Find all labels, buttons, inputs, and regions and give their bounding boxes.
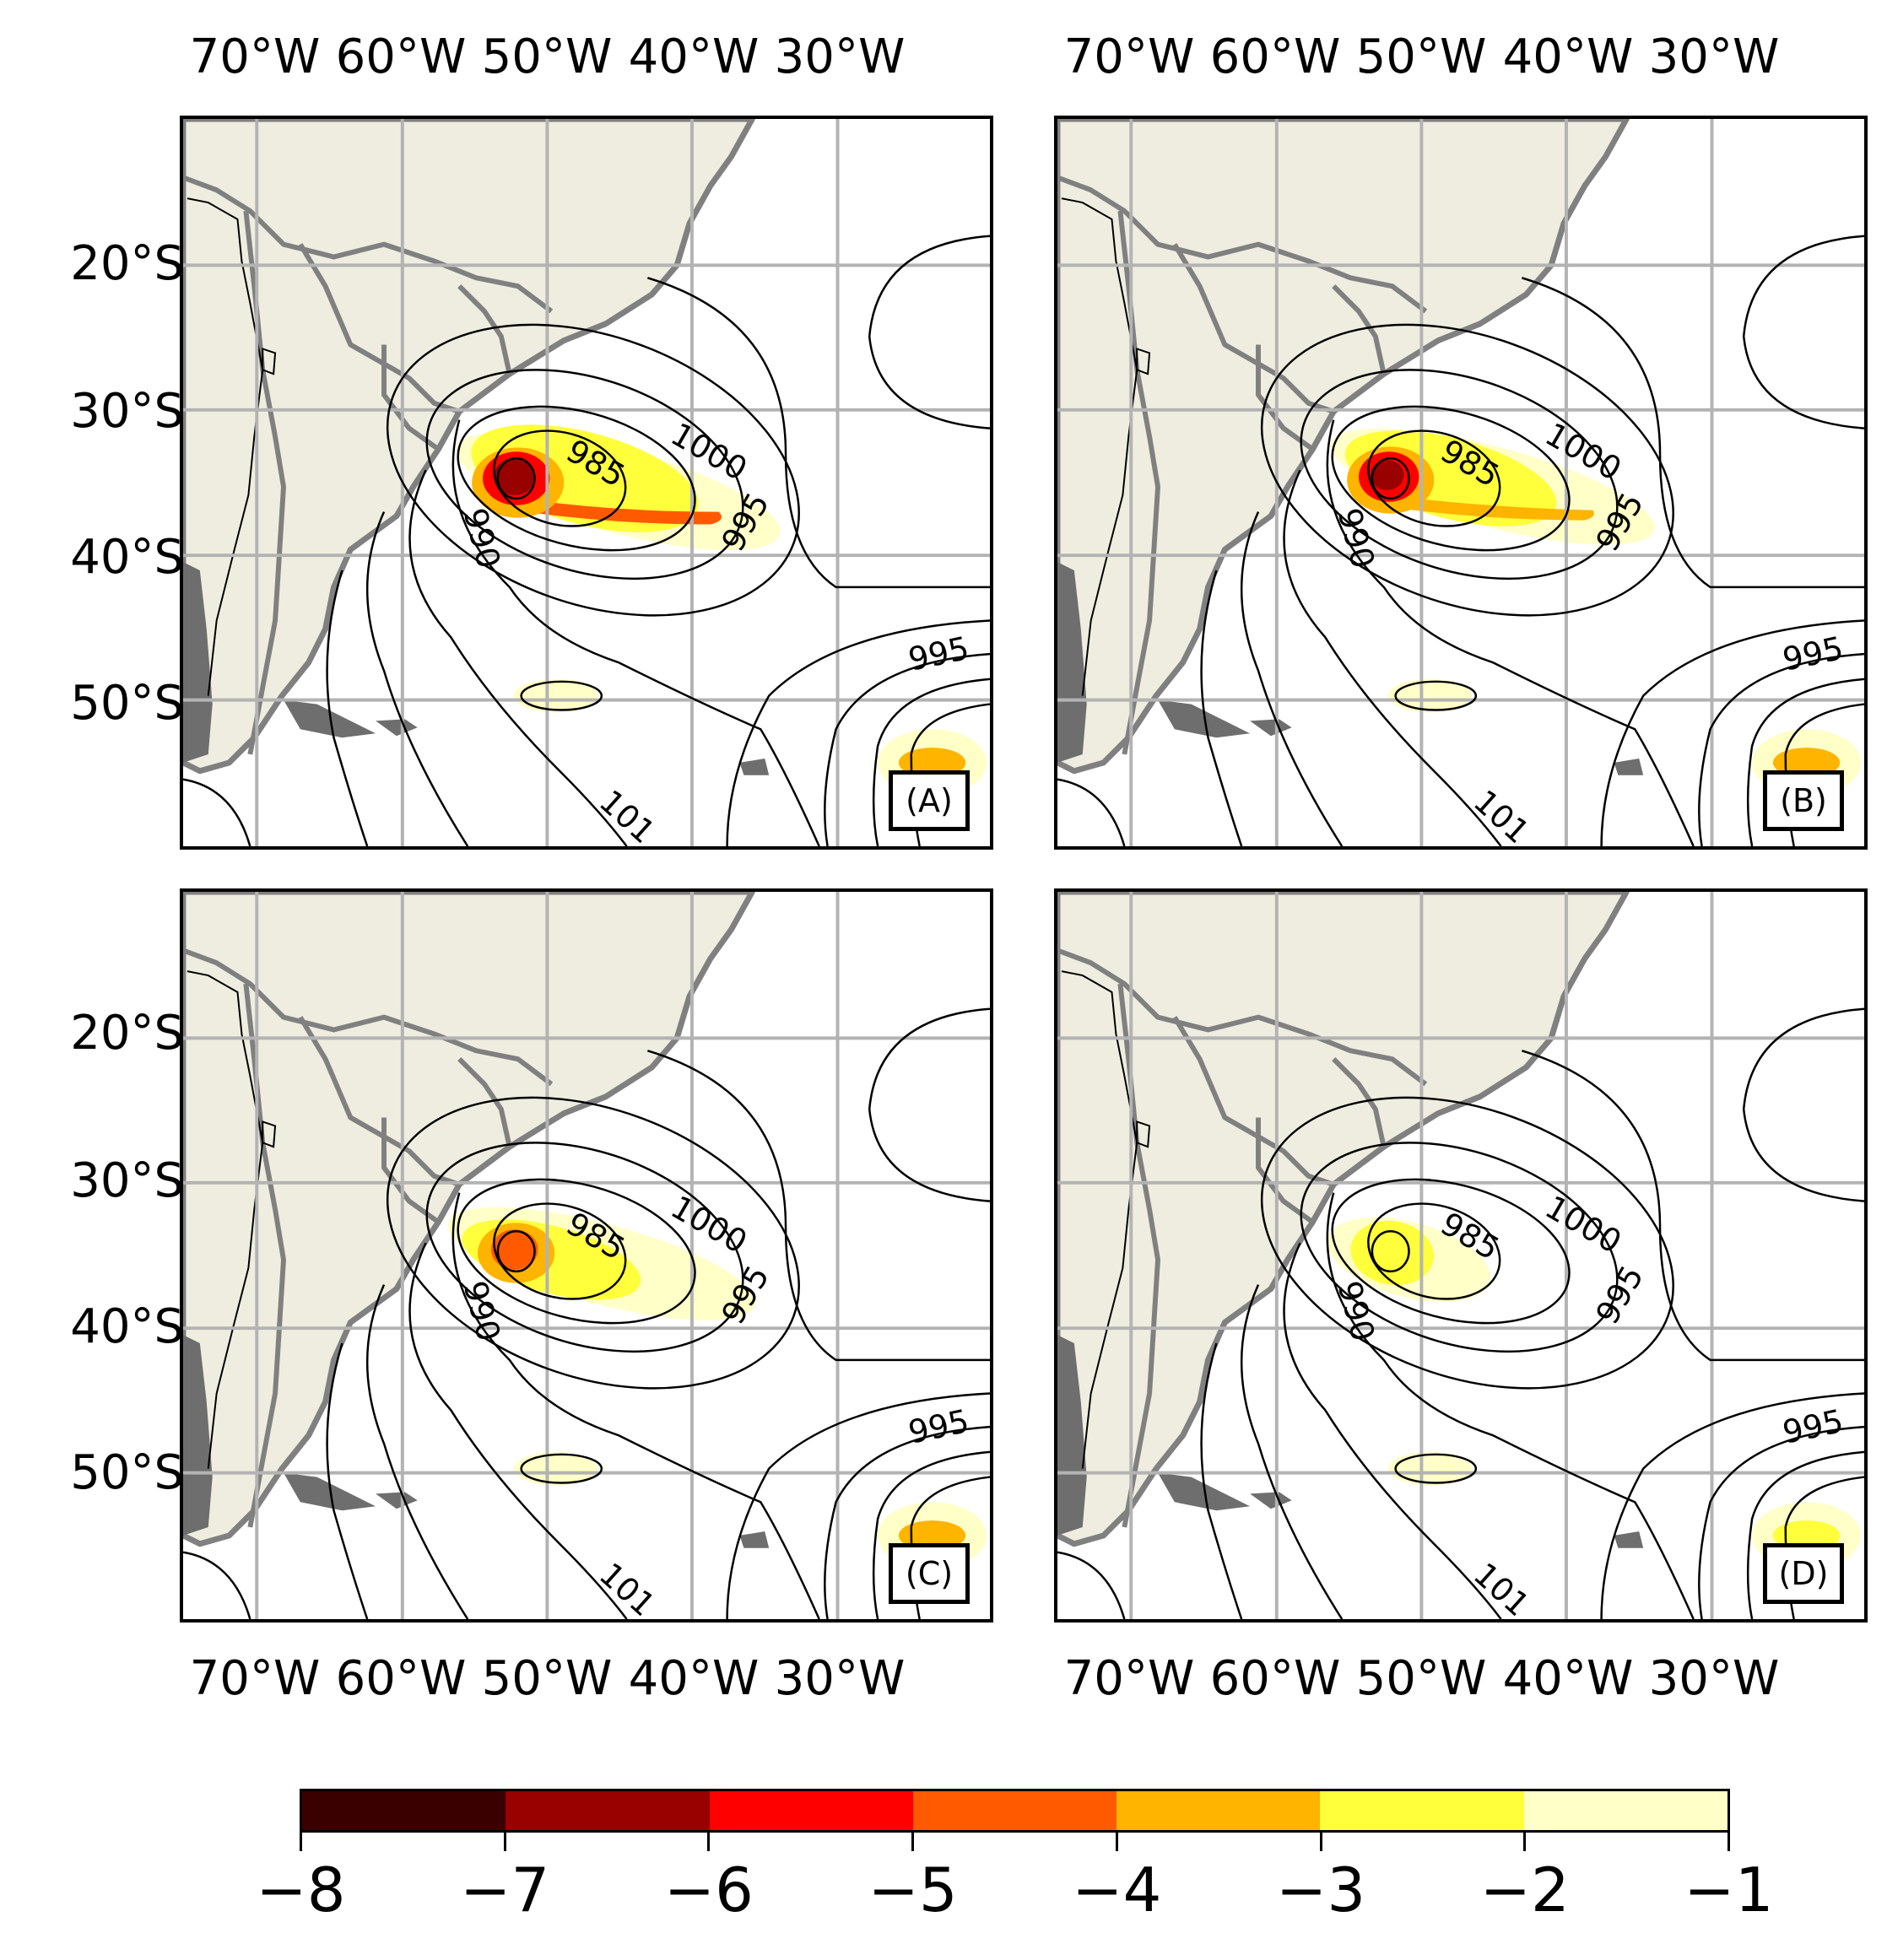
panel-tag: (C) <box>889 1543 970 1604</box>
colorbar-bin <box>1320 1791 1524 1830</box>
anomaly-shading <box>1330 429 1862 796</box>
contour-label-1000: 1000 <box>1539 1188 1628 1261</box>
lon-label: 60°W <box>335 1651 467 1706</box>
lon-label: 70°W <box>189 1651 321 1706</box>
colorbar-tick-label: −7 <box>460 1855 550 1925</box>
lon-label: 30°W <box>774 1651 906 1706</box>
map-panel-a: 1000 985 990 995 995 101 (A) <box>180 116 993 850</box>
lon-label: 70°W <box>189 30 321 84</box>
colorbar-bin <box>302 1791 506 1830</box>
lon-label: 40°W <box>628 30 760 84</box>
colorbar-bin <box>1523 1791 1727 1830</box>
andes-dark <box>1057 1335 1087 1536</box>
contour-label-101: 101 <box>1467 782 1537 846</box>
lon-label: 50°W <box>481 1651 613 1706</box>
colorbar-tick-label: −8 <box>256 1855 346 1925</box>
anomaly-shading <box>456 424 987 796</box>
colorbar-tick <box>1727 1833 1730 1851</box>
colorbar-tick <box>1523 1833 1527 1851</box>
lat-label: 50°S <box>70 676 184 731</box>
contour-label-990: 990 <box>1331 505 1382 573</box>
lat-label: 40°S <box>70 1299 184 1354</box>
lat-label: 20°S <box>70 236 184 291</box>
lat-label: 40°S <box>70 530 184 585</box>
lat-label: 30°S <box>70 384 184 439</box>
lon-label: 30°W <box>1648 1651 1780 1706</box>
lon-label: 60°W <box>335 30 467 84</box>
contour-label-995: 995 <box>1588 1260 1651 1331</box>
colorbar-tick-label: −6 <box>663 1855 754 1925</box>
lon-label: 40°W <box>1502 30 1634 84</box>
lon-label: 60°W <box>1209 1651 1341 1706</box>
lon-label: 70°W <box>1063 1651 1195 1706</box>
colorbar-tick-label: −5 <box>868 1855 958 1925</box>
panel-tag: (A) <box>889 770 970 831</box>
colorbar-tick <box>503 1833 506 1851</box>
contour-label-995: 995 <box>905 1402 971 1451</box>
colorbar-tick-label: −3 <box>1275 1855 1366 1925</box>
contour-label-995: 995 <box>1779 1402 1846 1451</box>
colorbar-tick <box>707 1833 711 1851</box>
colorbar-tick <box>300 1833 302 1851</box>
colorbar <box>300 1789 1730 1833</box>
contour-label-101: 101 <box>592 1555 662 1619</box>
lon-label: 50°W <box>1355 30 1487 84</box>
contour-label-101: 101 <box>592 782 662 846</box>
contour-label-990: 990 <box>457 1277 508 1346</box>
lat-label: 30°S <box>70 1153 184 1208</box>
andes-dark <box>183 1335 213 1536</box>
lon-label: 30°W <box>774 30 906 84</box>
lat-label: 20°S <box>70 1006 184 1061</box>
lon-label: 40°W <box>628 1651 760 1706</box>
contour-label-101: 101 <box>1467 1555 1537 1619</box>
colorbar-tick <box>1115 1833 1118 1851</box>
andes-dark <box>183 562 213 763</box>
lon-label: 50°W <box>481 30 613 84</box>
colorbar-bin <box>709 1791 913 1830</box>
colorbar-tick <box>911 1833 915 1851</box>
colorbar-bin <box>506 1791 710 1830</box>
lon-label: 50°W <box>1355 1651 1487 1706</box>
lon-label: 60°W <box>1209 30 1341 84</box>
lat-label: 50°S <box>70 1445 184 1500</box>
colorbar-tick <box>1319 1833 1322 1851</box>
lon-label: 30°W <box>1648 30 1780 84</box>
anomaly-shading <box>1327 1217 1862 1569</box>
colorbar-bin <box>1117 1791 1321 1830</box>
map-panel-c: 1000 985 990 995 995 101 (C) <box>180 888 993 1623</box>
colorbar-bin <box>912 1791 1117 1830</box>
contour-label-995: 995 <box>1779 629 1846 678</box>
andes-dark <box>1057 562 1087 763</box>
lon-label: 70°W <box>1063 30 1195 84</box>
contour-label-995: 995 <box>905 629 971 678</box>
panel-tag: (B) <box>1763 770 1844 831</box>
colorbar-tick-label: −4 <box>1072 1855 1162 1925</box>
panel-tag: (D) <box>1763 1543 1844 1604</box>
map-panel-d: 1000 985 990 995 995 101 (D) <box>1054 888 1868 1623</box>
colorbar-tick-label: −1 <box>1684 1855 1774 1925</box>
map-panel-b: 1000 985 990 995 995 101 (B) <box>1054 116 1868 850</box>
lon-label: 40°W <box>1502 1651 1634 1706</box>
colorbar-tick-label: −2 <box>1479 1855 1570 1925</box>
